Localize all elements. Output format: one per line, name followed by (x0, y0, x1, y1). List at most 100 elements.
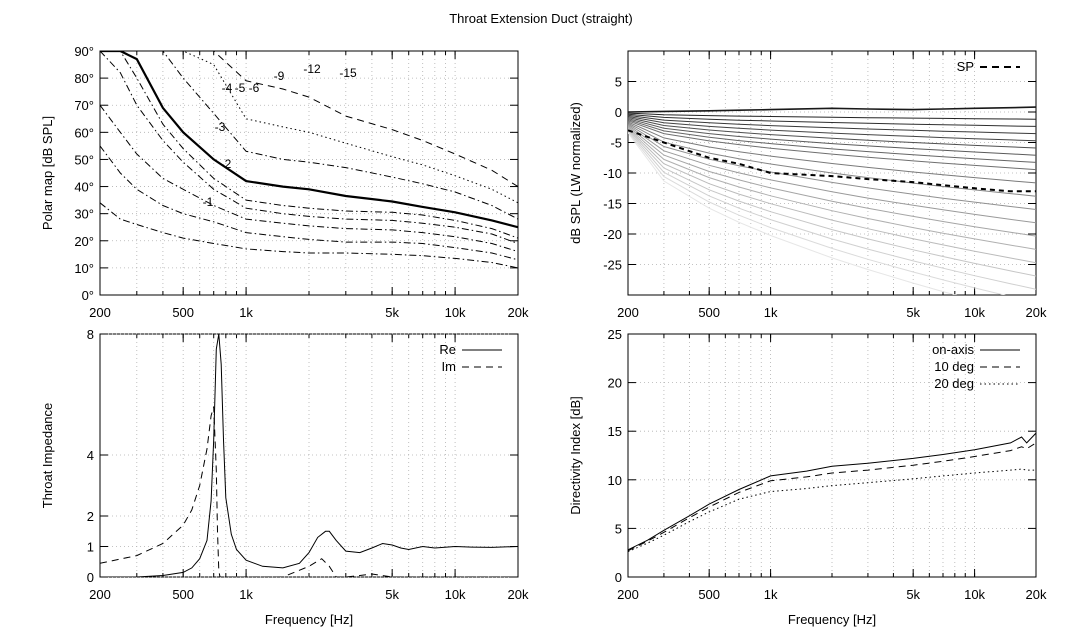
directivity-panel: 200 500 1k 5k 10k 20k 0 5 10 15 20 25 Directivity In… (568, 327, 1047, 627)
grid (136, 334, 456, 577)
x-tick-label: 200 (617, 587, 639, 602)
off-axis-curve (628, 106, 1036, 113)
off-axis-curve (628, 119, 1036, 163)
contour-minus-3 (100, 104, 518, 253)
y-tick-label: 90° (74, 44, 94, 59)
x-tick-label: 5k (906, 305, 920, 320)
contour-label: -15 (339, 66, 357, 80)
contour-label: -9 (274, 69, 285, 83)
y-tick-label: 5 (615, 521, 622, 536)
contour-minus-6 (100, 51, 518, 229)
x-tick-label: 20k (508, 587, 529, 602)
contour-minus-4 (100, 51, 518, 244)
x-tick-label: 10k (964, 587, 985, 602)
x-tick-label: 5k (906, 587, 920, 602)
x-tick-label: 500 (698, 305, 720, 320)
grid (628, 51, 1036, 295)
x-tick-label: 500 (172, 587, 194, 602)
y-tick-label: 8 (87, 327, 94, 342)
off-axis-curve (628, 129, 1036, 277)
x-axis-label: Frequency [Hz] (265, 612, 353, 627)
x-tick-label: 1k (764, 305, 778, 320)
y-tick-label: 80° (74, 71, 94, 86)
off-axis-curve (628, 117, 1036, 149)
y-tick-label: 20 (608, 376, 622, 391)
off-axis-curve (628, 128, 1036, 264)
spl-panel: 200 500 1k 5k 10k 20k 5 0 -5 -10 -15 -20 -25 dB SPL (… (568, 50, 1047, 320)
off-axis-curve (628, 124, 1036, 224)
x-tick-label: 200 (617, 305, 639, 320)
y-tick-label: 0° (82, 288, 94, 303)
x-tick-label: 20k (1026, 305, 1047, 320)
plot-border (99, 50, 519, 296)
y-tick-label: 30° (74, 207, 94, 222)
x-tick-label: 10k (964, 305, 985, 320)
contour-label: -2 (221, 157, 232, 171)
x-tick-label: 10k (445, 587, 466, 602)
series-line-20-deg (627, 468, 1036, 553)
x-tick-label: 20k (1026, 587, 1047, 602)
contour-label: -6 (249, 81, 260, 95)
y-tick-label: 20° (74, 234, 94, 249)
contour-label: -5 (235, 81, 246, 95)
y-tick-label: -10 (603, 166, 622, 181)
series-line-sp (628, 129, 1036, 193)
off-axis-curve (628, 131, 1007, 295)
y-tick-label: 25 (608, 327, 622, 342)
y-axis-label: Polar map [dB SPL] (40, 116, 55, 230)
y-tick-label: 10 (608, 473, 622, 488)
y-tick-label: 1 (87, 540, 94, 555)
off-axis-curve (628, 122, 1036, 197)
contour-label: -1 (203, 195, 214, 209)
series-line-im (100, 406, 518, 577)
y-tick-label: 50° (74, 152, 94, 167)
off-axis-curve (628, 127, 1036, 250)
response-lines (628, 106, 1036, 295)
y-tick-label: 4 (87, 448, 94, 463)
off-axis-curve (628, 130, 1036, 290)
y-tick-label: 0 (87, 570, 94, 585)
y-tick-label: 15 (608, 424, 622, 439)
y-tick-label: 40° (74, 180, 94, 195)
y-tick-label: 0 (615, 105, 622, 120)
polar-map-panel: 200 500 1k 5k 10k 20k 0° 10° 20° 30° 40° 50° 60° 70° 8… (40, 44, 529, 320)
off-axis-curve (628, 121, 1036, 184)
impedance-lines (100, 334, 518, 577)
off-axis-curve (628, 120, 1036, 171)
ticks (99, 334, 519, 577)
y-axis-label: Throat Impedance (40, 403, 55, 509)
legend-label: SP (957, 59, 974, 74)
off-axis-curve (628, 132, 958, 295)
x-tick-label: 1k (239, 305, 253, 320)
y-tick-label: -25 (603, 258, 622, 273)
x-tick-label: 5k (385, 305, 399, 320)
off-axis-curve (628, 114, 1036, 135)
x-axis-label: Frequency [Hz] (788, 612, 876, 627)
y-tick-label: 2 (87, 509, 94, 524)
contour-minus-1 (100, 202, 518, 269)
series-line-on-axis (627, 432, 1037, 551)
contour-minus-15 (100, 51, 518, 188)
legend-label: Re (439, 342, 456, 357)
y-tick-label: 5 (615, 75, 622, 90)
x-tick-label: 1k (764, 587, 778, 602)
contour-label: -3 (215, 120, 226, 134)
off-axis-curve (628, 115, 1036, 142)
y-tick-label: -15 (603, 197, 622, 212)
legend-label: Im (442, 359, 456, 374)
off-axis-curve (628, 112, 1036, 120)
y-tick-label: 70° (74, 98, 94, 113)
contour-lines (100, 51, 518, 269)
y-tick-label: 60° (74, 125, 94, 140)
y-tick-label: 10° (74, 261, 94, 276)
y-tick-label: -20 (603, 227, 622, 242)
x-tick-label: 500 (172, 305, 194, 320)
series-line-10-deg (627, 442, 1037, 552)
y-axis-label: Directivity Index [dB] (568, 396, 583, 515)
off-axis-curve (628, 113, 1036, 127)
contour-minus-12 (100, 51, 518, 204)
grid (628, 333, 1036, 578)
contour-label: -12 (303, 62, 321, 76)
figure-title: Throat Extension Duct (straight) (449, 11, 633, 26)
